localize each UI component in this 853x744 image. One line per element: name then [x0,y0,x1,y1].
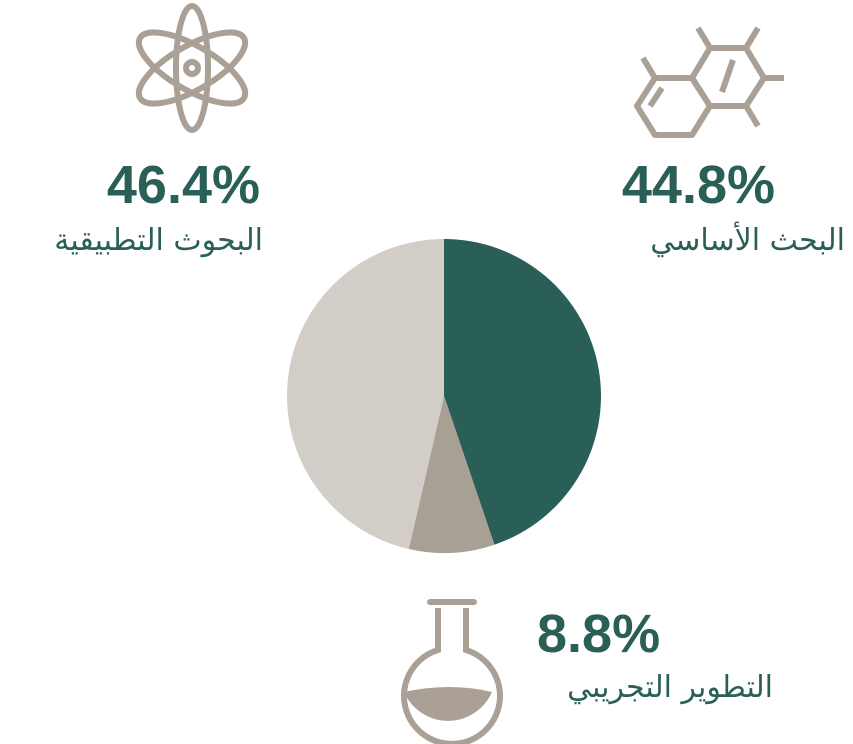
molecule-icon [634,26,784,138]
pie-slice [444,239,602,545]
category-label: البحث الأساسي [650,223,845,258]
pie-slice [408,396,495,553]
category-label: البحوث التطبيقية [54,223,263,258]
value-label: 44.8% [621,155,775,215]
flask-icon [401,599,503,744]
value-label: 8.8% [537,604,661,664]
pie-slice [286,239,444,550]
atom-icon [135,3,249,133]
category-label: التطوير التجريبي [567,670,773,705]
value-label: 46.4% [106,155,260,215]
